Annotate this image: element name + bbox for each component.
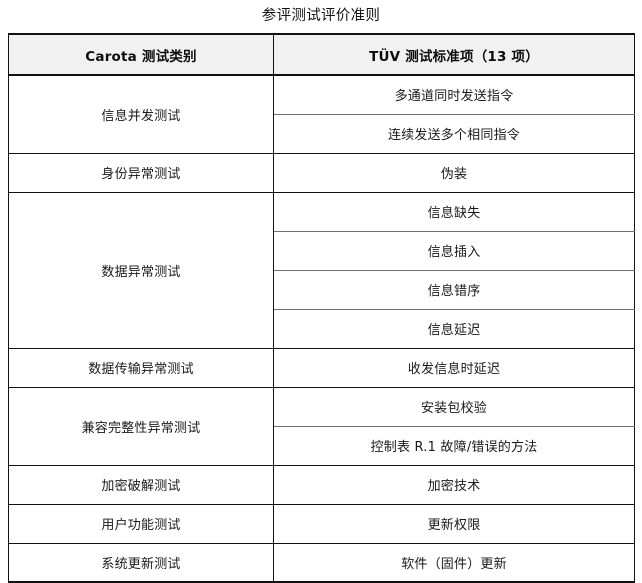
- table-row: 用户功能测试 更新权限: [8, 504, 635, 544]
- standard-item-cell: 伪装: [273, 153, 635, 193]
- table-header-row: Carota 测试类别 TÜV 测试标准项（13 项）: [8, 34, 635, 76]
- table-row: 信息错序: [9, 270, 635, 310]
- standard-item-cell: 信息插入: [273, 231, 635, 271]
- table-row: 数据传输异常测试 收发信息时延迟: [8, 348, 635, 388]
- standard-item-cell: 连续发送多个相同指令: [273, 114, 635, 154]
- standard-item-cell: 控制表 R.1 故障/错误的方法: [273, 426, 635, 466]
- standard-item-cell: 收发信息时延迟: [273, 348, 635, 388]
- category-cell: 加密破解测试: [8, 465, 274, 505]
- table-row: 信息并发测试 多通道同时发送指令: [8, 75, 635, 154]
- standard-item-cell: 信息延迟: [273, 309, 635, 349]
- category-cell: 身份异常测试: [8, 153, 274, 193]
- table-header: Carota 测试类别 TÜV 测试标准项（13 项）: [8, 34, 635, 76]
- category-cell: 数据异常测试: [8, 192, 274, 349]
- table-row: 兼容完整性异常测试 安装包校验: [8, 387, 635, 466]
- table-row: 信息延迟: [9, 309, 635, 349]
- standard-item-cell: 多通道同时发送指令: [273, 75, 635, 115]
- evaluation-criteria-table: Carota 测试类别 TÜV 测试标准项（13 项） 信息并发测试 多通道同时发…: [8, 33, 635, 583]
- table-body: 信息并发测试 多通道同时发送指令 连续发送多个相同指令 身份异常测试 伪装 数据异常测试信…: [8, 75, 635, 582]
- standard-item-cell: 加密技术: [273, 465, 635, 505]
- standard-item-cell: 软件（固件）更新: [401, 556, 507, 572]
- table-row: 连续发送多个相同指令: [9, 114, 635, 154]
- category-cell: 数据传输异常测试: [8, 348, 274, 388]
- table-row: 系统更新测试 软件（固件）更新: [8, 543, 635, 582]
- category-cell: 信息并发测试: [8, 75, 274, 154]
- table-row: 加密破解测试 加密技术: [8, 465, 635, 505]
- table-row: 信息插入: [9, 231, 635, 271]
- standard-item-cell: 更新权限: [273, 504, 635, 544]
- column-header-category: Carota 测试类别: [8, 34, 274, 76]
- table-row: 数据异常测试 信息缺失: [8, 192, 635, 349]
- category-cell: 系统更新测试: [8, 543, 274, 582]
- standard-item-cell: 信息错序: [273, 270, 635, 310]
- table-row: 控制表 R.1 故障/错误的方法: [9, 426, 635, 466]
- page-title: 参评测试评价准则: [261, 8, 381, 24]
- category-cell: 用户功能测试: [8, 504, 274, 544]
- table-row: 身份异常测试 伪装: [8, 153, 635, 193]
- evaluation-table-container: Carota 测试类别 TÜV 测试标准项（13 项） 信息并发测试 多通道同时发…: [8, 33, 635, 583]
- standard-item-cell: 信息缺失: [273, 192, 635, 232]
- column-header-standard: TÜV 测试标准项（13 项）: [273, 34, 635, 76]
- standard-item-cell: 安装包校验: [273, 387, 635, 427]
- category-cell: 兼容完整性异常测试: [8, 387, 274, 466]
